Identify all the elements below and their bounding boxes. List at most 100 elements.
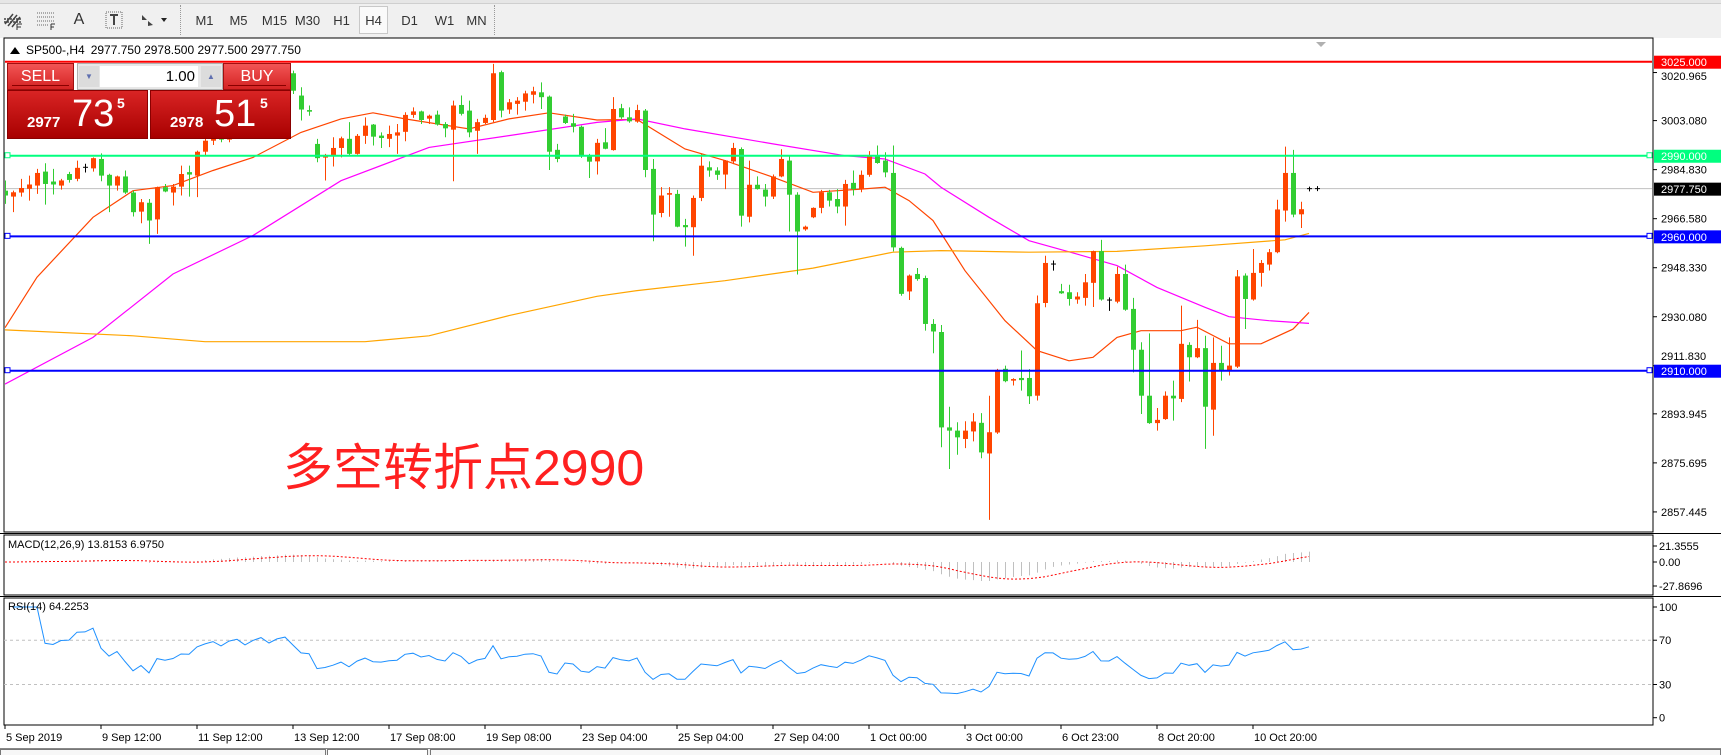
rsi-axis-label: 100 [1659,602,1677,614]
candle [923,275,928,331]
timeframe-m30-button[interactable]: M30 [294,12,321,28]
candle-body [491,73,496,121]
current-price-cross-icon [1315,186,1320,192]
collapse-triangle-icon[interactable] [10,46,20,54]
sell-price-button[interactable]: 2977 73 5 [7,90,148,139]
candle-body [291,73,296,91]
text-label-icon[interactable] [103,6,125,34]
time-axis-label: 5 Sep 2019 [6,732,62,744]
candle [59,178,64,190]
candle-body [67,174,72,180]
candle-body [99,158,104,176]
candle-body [51,181,56,185]
timeframe-w1-button[interactable]: W1 [434,12,455,28]
timeframe-h1-button[interactable]: H1 [333,12,350,28]
timeframe-m5-button[interactable]: M5 [229,12,248,28]
timeframe-m15-button[interactable]: M15 [261,12,288,28]
time-axis-label: 17 Sep 08:00 [390,732,455,744]
candle-body [355,135,360,154]
candle-body [891,172,896,248]
sell-price-fraction: 5 [117,95,125,111]
candle [483,114,488,125]
line-handle-right [1646,232,1653,239]
sell-price-prefix: 2977 [27,114,61,131]
candle-body [1147,395,1152,424]
buy-button[interactable]: BUY [223,63,291,90]
candle [747,160,752,223]
ohlc-readout: 2977.750 2978.500 2977.500 2977.750 [90,43,301,57]
candle-body [1219,362,1224,372]
candle-body [27,184,32,189]
candle [859,170,864,193]
candle [1187,342,1192,382]
sell-price-pips: 73 [72,93,115,135]
chart-tab[interactable] [0,749,326,755]
candle [1067,284,1072,306]
candle-body [371,124,376,137]
candle [1203,335,1208,449]
toolbar-separator [494,5,497,35]
candle-body [179,174,184,187]
candle-body [811,207,816,218]
candle-body [59,180,64,186]
candle [1195,319,1200,359]
candle-body [755,184,760,190]
candle [499,70,504,118]
candle-body [675,193,680,227]
candle [1083,273,1088,306]
candle [67,171,72,183]
lot-increase-button[interactable]: ▲ [201,66,221,87]
candle-body [531,91,536,95]
candle-body [907,275,912,292]
timeframe-mn-button[interactable]: MN [466,12,487,28]
sell-button[interactable]: SELL [7,63,74,90]
price-tag-background [1654,364,1721,378]
price-axis-label: 2984.830 [1661,165,1707,177]
candle [5,180,8,204]
candle [1123,264,1128,311]
candle-body [787,160,792,195]
chart-text-annotation[interactable]: 多空转折点2990 [283,440,645,496]
candle [11,190,16,213]
chart-tab[interactable] [430,749,1721,755]
lot-decrease-button[interactable]: ▼ [79,66,99,87]
fibonacci-fan-icon[interactable] [34,6,58,34]
candle [1043,255,1048,308]
candle [971,413,976,442]
candle-body [563,116,568,123]
buy-price-button[interactable]: 2978 51 5 [150,90,291,139]
candle [571,113,576,133]
candle [739,147,744,227]
text-icon[interactable]: A [73,11,85,28]
candle [699,153,704,202]
candle-body [171,186,176,193]
candle-body [1259,262,1264,273]
time-axis-label: 11 Sep 12:00 [198,732,263,744]
time-axis-label: 1 Oct 00:00 [870,732,927,744]
lot-size-input[interactable] [100,66,198,87]
moving-average-line-ma-slow [5,232,1310,343]
candle-body [115,176,120,186]
candle [555,143,560,163]
fibonacci-expansion-icon[interactable] [2,6,26,34]
candle [403,112,408,142]
time-axis-label: 9 Sep 12:00 [102,732,161,744]
candle-body [859,174,864,190]
candle [659,187,664,218]
candle-body [459,104,464,114]
candle-body [1299,209,1304,215]
candle-body [691,197,696,228]
timeframe-m1-button[interactable]: M1 [195,12,214,28]
candle [163,183,168,193]
arrows-dropdown-icon[interactable] [138,6,172,34]
candle-body [1019,377,1024,381]
price-axis-label: 2857.445 [1661,507,1707,519]
timeframe-d1-button[interactable]: D1 [401,12,418,28]
rsi-panel-frame [3,597,1654,726]
candle-body [1067,292,1072,299]
candle [387,125,392,148]
candle [171,183,176,206]
timeframe-h4-button[interactable]: H4 [359,6,388,34]
chart-tab-active[interactable] [327,749,428,755]
candle-body [651,168,656,215]
